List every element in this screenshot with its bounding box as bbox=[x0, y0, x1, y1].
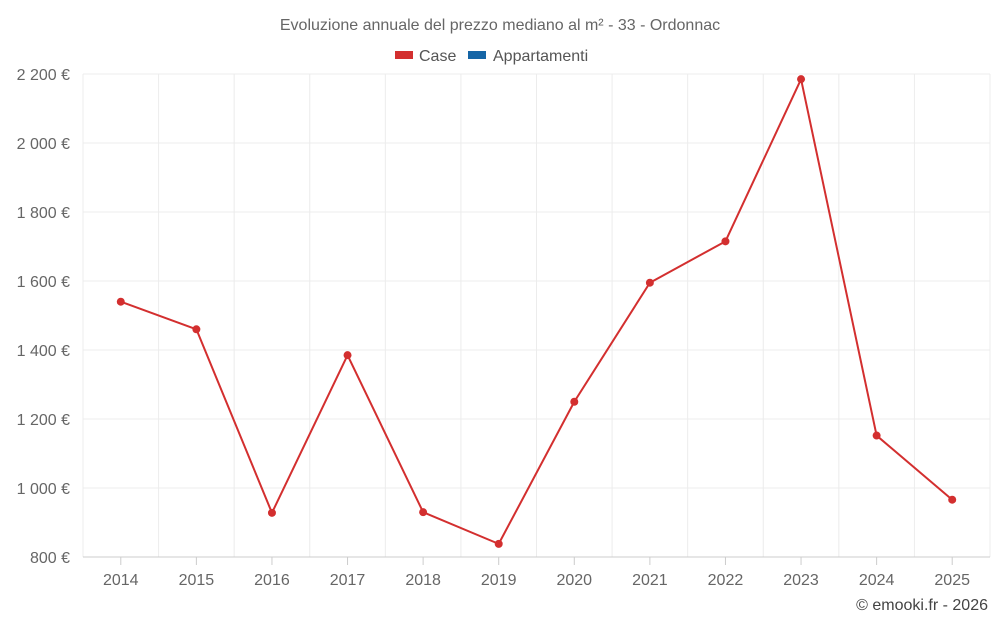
legend-label-appartamenti: Appartamenti bbox=[493, 48, 588, 65]
series-case bbox=[116, 75, 957, 548]
y-tick-label: 2 200 € bbox=[17, 67, 70, 84]
credit-text: © emooki.fr - 2026 bbox=[856, 597, 988, 614]
x-tick-label: 2014 bbox=[103, 572, 139, 589]
data-point[interactable] bbox=[797, 75, 806, 84]
y-tick-label: 1 000 € bbox=[17, 481, 70, 498]
x-tick-label: 2016 bbox=[254, 572, 290, 589]
legend-item-appartamenti[interactable]: Appartamenti bbox=[468, 48, 588, 65]
data-point[interactable] bbox=[570, 397, 579, 406]
x-tick-label: 2018 bbox=[405, 572, 441, 589]
data-point[interactable] bbox=[419, 508, 428, 517]
legend-swatch-case bbox=[395, 51, 413, 59]
data-point[interactable] bbox=[116, 297, 125, 306]
x-tick-label: 2017 bbox=[330, 572, 366, 589]
series-line-0 bbox=[120, 78, 953, 545]
x-axis: 2014 2015 2016 2017 2018 2019 2020 2021 2022 2023… bbox=[83, 556, 990, 589]
x-tick-label: 2024 bbox=[859, 572, 895, 589]
y-tick-label: 1 200 € bbox=[17, 412, 70, 429]
legend-swatch-appartamenti bbox=[468, 51, 486, 59]
y-tick-label: 2 000 € bbox=[17, 136, 70, 153]
y-tick-label: 1 400 € bbox=[17, 343, 70, 360]
data-point[interactable] bbox=[192, 325, 201, 334]
x-tick-label: 2019 bbox=[481, 572, 517, 589]
data-point[interactable] bbox=[645, 278, 654, 287]
x-tick-label: 2020 bbox=[556, 572, 592, 589]
data-point[interactable] bbox=[948, 495, 957, 504]
y-tick-label: 1 800 € bbox=[17, 205, 70, 222]
grid bbox=[82, 73, 991, 557]
x-tick-label: 2023 bbox=[783, 572, 819, 589]
x-tick-label: 2021 bbox=[632, 572, 668, 589]
y-tick-label: 800 € bbox=[30, 550, 70, 567]
y-tick-label: 1 600 € bbox=[17, 274, 70, 291]
y-axis: 800 € 1 000 € 1 200 € 1 400 € 1 600 € 1 800 €… bbox=[17, 67, 70, 567]
legend-label-case: Case bbox=[419, 48, 456, 65]
data-point[interactable] bbox=[494, 539, 503, 548]
legend: Case Appartamenti bbox=[395, 48, 588, 65]
x-tick-label: 2015 bbox=[179, 572, 215, 589]
data-point[interactable] bbox=[343, 351, 352, 360]
x-tick-label: 2022 bbox=[708, 572, 744, 589]
data-point[interactable] bbox=[721, 237, 730, 246]
x-tick-label: 2025 bbox=[934, 572, 970, 589]
chart-title: Evoluzione annuale del prezzo mediano al… bbox=[280, 17, 720, 34]
legend-item-case[interactable]: Case bbox=[395, 48, 456, 65]
data-point[interactable] bbox=[872, 431, 881, 440]
data-point[interactable] bbox=[267, 508, 276, 517]
